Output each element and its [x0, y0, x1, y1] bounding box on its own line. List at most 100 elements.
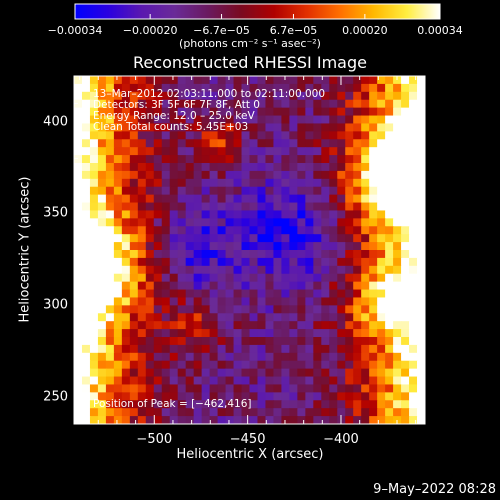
- heatmap-cell: [177, 107, 187, 117]
- heatmap-cell: [377, 416, 386, 424]
- heatmap-cell: [105, 329, 115, 338]
- heatmap-cell: [345, 321, 354, 330]
- heatmap-cell: [129, 329, 139, 338]
- heatmap-cell: [193, 234, 203, 243]
- heatmap-cell: [185, 321, 195, 330]
- heatmap-cell: [409, 170, 418, 180]
- heatmap-cell: [153, 202, 163, 212]
- heatmap-cell: [113, 352, 123, 362]
- heatmap-cell: [249, 234, 259, 243]
- heatmap-cell: [217, 360, 227, 370]
- heatmap-cell: [217, 250, 227, 259]
- heatmap-cell: [121, 178, 131, 188]
- heatmap-cell: [361, 384, 370, 393]
- heatmap-cell: [209, 170, 219, 180]
- heatmap-cell: [289, 139, 298, 148]
- heatmap-cell: [289, 170, 298, 180]
- x-axis-label: Heliocentric X (arcsec): [176, 447, 324, 462]
- heatmap-cell: [249, 305, 259, 314]
- heatmap-cell: [345, 155, 354, 164]
- info-detectors: Detectors: 3F 5F 6F 7F 8F, Att 0: [93, 99, 260, 111]
- heatmap-cell: [353, 131, 362, 140]
- heatmap-cell: [409, 297, 418, 306]
- heatmap-cell: [281, 281, 290, 291]
- heatmap-cell: [385, 107, 394, 117]
- heatmap-cell: [377, 163, 386, 172]
- heatmap-cell: [353, 313, 362, 322]
- heatmap-cell: [273, 202, 283, 212]
- heatmap-cell: [393, 289, 402, 299]
- heatmap-cell: [137, 186, 147, 196]
- heatmap-cell: [129, 194, 139, 204]
- heatmap-cell: [409, 123, 418, 132]
- heatmap-cell: [401, 234, 410, 243]
- heatmap-cell: [169, 218, 179, 227]
- y-axis-label: Heliocentric Y (arcsec): [17, 176, 33, 323]
- heatmap-cell: [193, 170, 203, 180]
- heatmap-cell: [137, 242, 147, 251]
- heatmap-cell: [385, 384, 394, 393]
- heatmap-cell: [153, 147, 163, 156]
- heatmap-cell: [281, 376, 290, 386]
- heatmap-cell: [129, 376, 139, 386]
- heatmap-cell: [209, 115, 219, 125]
- heatmap-cell: [385, 139, 394, 148]
- heatmap-cell: [97, 352, 107, 362]
- heatmap-cell: [74, 329, 83, 338]
- x-tick-label: −500: [136, 432, 173, 447]
- heatmap-cell: [377, 313, 386, 322]
- heatmap-cell: [337, 344, 346, 354]
- heatmap-cell: [313, 91, 322, 101]
- heatmap-cell: [225, 392, 235, 401]
- heatmap-cell: [249, 344, 259, 354]
- heatmap-cell: [169, 392, 179, 401]
- heatmap-cell: [249, 376, 259, 386]
- heatmap-cell: [369, 76, 378, 85]
- heatmap-cell: [153, 155, 163, 164]
- heatmap-cell: [377, 297, 386, 306]
- heatmap-cell: [369, 273, 378, 283]
- heatmap-cell: [89, 289, 99, 299]
- heatmap-cell: [281, 178, 290, 188]
- heatmap-cell: [321, 265, 330, 275]
- heatmap-cell: [233, 178, 243, 188]
- heatmap-cell: [177, 400, 187, 409]
- heatmap-cell: [313, 384, 322, 393]
- heatmap-cell: [321, 376, 330, 386]
- heatmap-cell: [153, 360, 163, 370]
- heatmap-cell: [217, 400, 227, 409]
- heatmap-cell: [161, 352, 171, 362]
- heatmap-cell: [393, 344, 402, 354]
- heatmap-cell: [377, 265, 386, 275]
- heatmap-cell: [393, 147, 402, 156]
- heatmap-cell: [249, 139, 259, 148]
- heatmap-cell: [361, 400, 370, 409]
- heatmap-cell: [393, 83, 402, 93]
- heatmap-cell: [329, 289, 338, 299]
- heatmap-cell: [281, 76, 290, 85]
- heatmap-cell: [377, 210, 386, 219]
- heatmap-cell: [401, 76, 410, 85]
- heatmap-cell: [321, 226, 330, 235]
- heatmap-cell: [105, 234, 115, 243]
- heatmap-cell: [289, 234, 298, 243]
- heatmap-cell: [209, 202, 219, 212]
- heatmap-cell: [105, 147, 115, 156]
- heatmap-cell: [81, 289, 91, 299]
- heatmap-cell: [177, 234, 187, 243]
- heatmap-cell: [97, 376, 107, 386]
- heatmap-cell: [81, 360, 91, 370]
- heatmap-cell: [257, 408, 267, 417]
- heatmap-cell: [417, 289, 425, 299]
- heatmap-cell: [225, 352, 235, 362]
- heatmap-cell: [145, 210, 155, 219]
- heatmap-cell: [393, 305, 402, 314]
- heatmap-cell: [241, 376, 251, 386]
- heatmap-cell: [281, 305, 290, 314]
- heatmap-cell: [329, 392, 338, 401]
- heatmap-cell: [337, 281, 346, 291]
- heatmap-cell: [129, 115, 139, 125]
- heatmap-cell: [401, 218, 410, 227]
- heatmap-cell: [225, 155, 235, 164]
- heatmap-cell: [377, 234, 386, 243]
